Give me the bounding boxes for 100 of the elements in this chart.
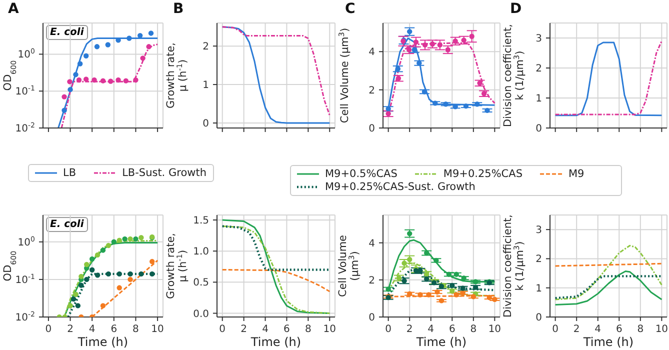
point <box>140 56 146 61</box>
line-series <box>554 275 663 300</box>
point <box>463 103 469 109</box>
y-tick-label: 0 <box>202 118 209 130</box>
point <box>149 258 155 264</box>
y-tick-label: 2 <box>368 85 375 96</box>
point <box>75 303 81 308</box>
point <box>406 230 412 236</box>
legend-label: M9 <box>568 168 584 180</box>
chart-title: A <box>8 1 19 17</box>
point <box>106 242 112 248</box>
point <box>89 256 95 262</box>
x-tick-label: 8 <box>637 324 644 335</box>
point <box>100 248 106 253</box>
point <box>111 239 117 244</box>
y-tick-label: 2 <box>536 254 542 266</box>
line-series <box>554 270 662 306</box>
x-tick-label: 4 <box>88 324 96 335</box>
x-tick-label: 10 <box>151 324 164 335</box>
point <box>470 294 476 300</box>
y-tick-label: 0 <box>368 312 375 324</box>
y-tick-label: 4 <box>368 238 375 250</box>
point <box>148 30 154 36</box>
point <box>472 279 478 284</box>
x-tick-label: 6 <box>448 324 456 335</box>
point <box>481 91 487 96</box>
x-axis-title: Time (h) <box>582 335 635 349</box>
point <box>105 42 111 48</box>
line-series <box>91 260 158 317</box>
legend-label: M9+0.25%CAS-Sust. Growth <box>325 181 476 193</box>
point <box>84 276 90 282</box>
legend-label: M9+0.5%CAS <box>325 168 398 180</box>
x-tick-label: 4 <box>262 324 268 335</box>
point <box>116 238 122 243</box>
point <box>116 271 122 277</box>
point <box>396 76 402 81</box>
point <box>89 267 95 272</box>
x-tick-label: 4 <box>594 324 602 335</box>
point <box>83 76 89 82</box>
y-tick-label: 10$^{0}$ <box>18 235 35 248</box>
point <box>84 262 90 268</box>
line-series <box>222 268 330 292</box>
point <box>438 284 444 289</box>
y-tick-label: 0 <box>536 124 542 134</box>
point <box>78 274 84 280</box>
point <box>146 44 152 50</box>
point <box>100 78 106 84</box>
x-tick-label: 10 <box>323 324 336 335</box>
point <box>94 272 100 278</box>
point <box>438 298 444 304</box>
point <box>422 42 428 48</box>
x-tick-label: 2 <box>406 324 413 335</box>
x-tick-label: 0 <box>552 324 559 335</box>
x-tick-label: 0 <box>45 324 52 335</box>
annotation: E. coli <box>46 25 88 40</box>
y-tick-label: 10$^{0}$ <box>18 48 35 61</box>
x-axis-title: Time (h) <box>415 335 468 349</box>
y-tick-label: 2 <box>202 42 209 53</box>
y-tick-label: 0 <box>536 312 542 324</box>
point <box>94 252 100 258</box>
point <box>123 78 129 84</box>
point <box>138 271 144 277</box>
y-tick-label: 0.5 <box>193 278 209 289</box>
y-tick-label: 2 <box>368 275 375 286</box>
point <box>108 78 114 84</box>
point <box>68 86 73 92</box>
point <box>106 271 112 277</box>
y-tick-label: 10$^{-1}$ <box>15 272 35 286</box>
y-tick-label: 10$^{-2}$ <box>15 122 35 134</box>
point <box>92 77 97 83</box>
point <box>138 235 144 240</box>
point <box>83 53 89 58</box>
x-tick-label: 0 <box>219 324 226 335</box>
point <box>472 284 478 290</box>
x-tick-label: 8 <box>470 324 477 335</box>
point <box>128 271 133 277</box>
point <box>116 77 121 83</box>
point <box>122 236 128 242</box>
chart-title: B <box>173 1 184 17</box>
y-tick-label: 1 <box>202 80 209 92</box>
point <box>437 42 443 48</box>
line-series <box>554 244 662 300</box>
point <box>126 36 132 41</box>
x-tick-label: 8 <box>132 324 139 335</box>
x-tick-label: 10 <box>488 324 502 335</box>
legend-label: LB-Sust. Growth <box>122 167 206 179</box>
point <box>413 39 419 45</box>
x-tick-label: 2 <box>240 324 248 335</box>
point <box>128 276 133 282</box>
point <box>422 89 428 94</box>
y-tick-label: 3 <box>536 225 542 236</box>
point <box>133 236 138 242</box>
y-tick-label: 1 <box>536 94 542 104</box>
x-tick-label: 0 <box>385 324 392 335</box>
point <box>73 72 78 78</box>
point <box>100 303 106 308</box>
point <box>76 77 82 83</box>
y-tick-label: 4 <box>368 47 375 58</box>
point <box>77 61 83 66</box>
y-tick-label: 0 <box>368 124 375 134</box>
